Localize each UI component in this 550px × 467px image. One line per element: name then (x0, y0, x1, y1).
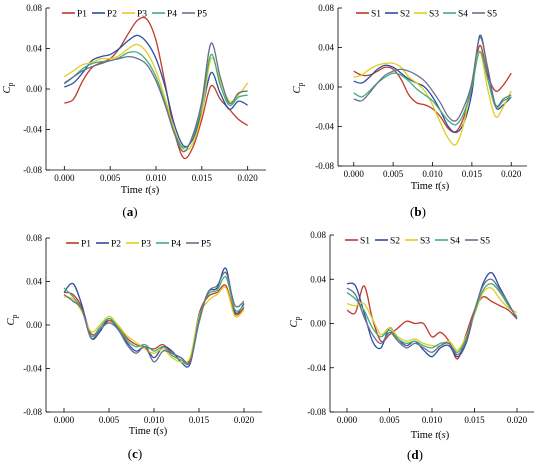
panel-b-label: (b) (410, 204, 426, 219)
panel-c-x-axis-title: Time t(s) (129, 426, 168, 437)
panel-a-legend-label-p5: P5 (197, 10, 207, 20)
panel-d-series-line-s5 (346, 278, 518, 356)
panel-b-y-tick-label: 0.00 (318, 82, 334, 92)
panel-b-x-tick-label: 0.005 (383, 169, 404, 179)
panel-d-y-tick-label: 0.04 (310, 274, 326, 284)
panel-c-legend-label-p1: P1 (81, 240, 91, 250)
panel-c-x-tick-label: 0.005 (99, 415, 120, 425)
panel-c-y-axis-title: Cp (6, 314, 19, 325)
panel-c-x-tick-label: 0.020 (234, 415, 255, 425)
panel-a-y-tick-label: -0.04 (23, 125, 42, 135)
panel-c-series-line-p4 (63, 276, 245, 366)
panel-c-y-tick-label: 0.00 (26, 320, 42, 330)
panel-a-x-tick-label: 0.015 (192, 173, 213, 183)
panel-b-legend-label-s5: S5 (487, 10, 497, 20)
panel-b-y-tick-label: -0.04 (315, 122, 334, 132)
panel-d-legend-label-s5: S5 (480, 237, 490, 247)
panel-d-legend-label-s3: S3 (420, 237, 430, 247)
panel-d-y-tick-label: -0.04 (307, 363, 326, 373)
panel-a-series-line-p2 (64, 34, 248, 148)
panel-d-series-line-s3 (346, 287, 518, 351)
panel-b-series-line-s1 (353, 44, 512, 133)
panel-b-series-line-s5 (353, 36, 512, 122)
panel-c-y-tick-label: 0.08 (26, 233, 42, 243)
panel-b-series-line-s3 (353, 50, 512, 146)
panel-c-y-tick-label: -0.04 (23, 364, 42, 374)
panel-b-y-axis-title: Cp (292, 82, 305, 93)
panel-d-x-tick-label: 0.005 (379, 415, 400, 425)
panel-b-x-tick-label: 0.015 (462, 169, 483, 179)
panel-a-series-line-p5 (63, 42, 248, 153)
panel-c-x-tick-label: 0.000 (54, 415, 75, 425)
panel-a-x-axis-title: Time t(s) (121, 185, 160, 196)
panel-d-y-tick-label: 0.08 (310, 230, 326, 240)
chart-panel-b: Cp Time t(s) (b) -0.08 -0.04 0.00 0.04 0.08 0… (292, 3, 527, 219)
panel-d-series-line-s2 (346, 271, 518, 358)
panel-d-x-tick-label: 0.000 (337, 415, 358, 425)
panel-d-y-tick-label: -0.08 (307, 407, 326, 417)
panel-d-x-tick-label: 0.015 (464, 415, 485, 425)
panel-c-x-tick-label: 0.015 (189, 415, 210, 425)
panel-a-legend-label-p2: P2 (107, 10, 117, 20)
panel-b-legend-label-s1: S1 (371, 10, 381, 20)
panel-c-y-tick-label: -0.08 (23, 407, 42, 417)
chart-panel-d: Cp Time t(s) (d) -0.08 -0.04 0.00 0.04 0.08 0… (289, 230, 534, 462)
panel-b-legend-label-s4: S4 (458, 10, 468, 20)
panel-d-legend-label-s4: S4 (450, 237, 460, 247)
panel-a-legend-label-p4: P4 (167, 10, 177, 20)
panel-c-series-line-p2 (63, 267, 245, 368)
panel-d-y-tick-label: 0.00 (310, 319, 326, 329)
panel-d-x-axis-title: Time t(s) (411, 430, 450, 441)
panel-c-series-line-p5 (63, 271, 245, 365)
panel-a-legend-label-p3: P3 (137, 10, 147, 20)
panel-a-series-line-p4 (63, 51, 248, 149)
panel-b-y-tick-label: 0.08 (318, 3, 334, 13)
panel-b-y-tick-label: 0.04 (318, 43, 334, 53)
panel-a-x-tick-label: 0.005 (100, 173, 121, 183)
panel-c-legend-label-p3: P3 (141, 240, 151, 250)
panel-a-x-tick-label: 0.000 (54, 173, 75, 183)
panel-a-label: (a) (122, 204, 137, 219)
panel-b-x-axis-title: Time t(s) (411, 181, 450, 192)
panel-c-series-line-p3 (63, 286, 245, 364)
panel-d-series-line-s4 (346, 283, 518, 353)
chart-panel-a: Cp Time t(s) (a) -0.08 -0.04 0.00 0.04 0.08 0… (2, 3, 266, 219)
panel-d-x-tick-label: 0.010 (422, 415, 443, 425)
panel-a-x-tick-label: 0.020 (238, 173, 259, 183)
panel-a-y-axis-title: Cp (2, 82, 15, 93)
panel-a-y-tick-label: 0.08 (26, 3, 42, 13)
panel-a-x-tick-label: 0.010 (146, 173, 167, 183)
panel-c-y-tick-label: 0.04 (26, 277, 42, 287)
chart-panel-c: Cp Time t(s) (c) -0.08 -0.04 0.00 0.04 0.08 0… (6, 233, 262, 461)
panel-d-series-line-s1 (346, 285, 518, 360)
panel-a-y-tick-label: -0.08 (23, 165, 42, 175)
panel-c-legend-label-p4: P4 (171, 240, 181, 250)
panel-b-legend-label-s2: S2 (400, 10, 410, 20)
panel-b-y-tick-label: -0.08 (315, 161, 334, 171)
panel-d-x-tick-label: 0.020 (507, 415, 528, 425)
panel-d-label: (d) (407, 447, 423, 462)
panel-b-x-tick-label: 0.000 (344, 169, 365, 179)
panel-a-legend-label-p1: P1 (77, 10, 87, 20)
panel-b-legend-label-s3: S3 (429, 10, 439, 20)
panel-d-legend-label-s1: S1 (360, 237, 370, 247)
panel-c-legend-label-p2: P2 (111, 240, 121, 250)
panel-b-x-tick-label: 0.010 (422, 169, 443, 179)
panel-c-series-line-p1 (63, 284, 245, 364)
panel-a-y-tick-label: 0.00 (26, 84, 42, 94)
panel-b-x-tick-label: 0.020 (501, 169, 522, 179)
panel-a-y-tick-label: 0.04 (26, 44, 42, 54)
panel-c-label: (c) (128, 446, 142, 461)
panel-c-legend-label-p5: P5 (201, 240, 211, 250)
panel-d-y-axis-title: Cp (289, 316, 302, 327)
panel-d-legend-label-s2: S2 (390, 237, 400, 247)
panel-c-x-tick-label: 0.010 (144, 415, 165, 425)
